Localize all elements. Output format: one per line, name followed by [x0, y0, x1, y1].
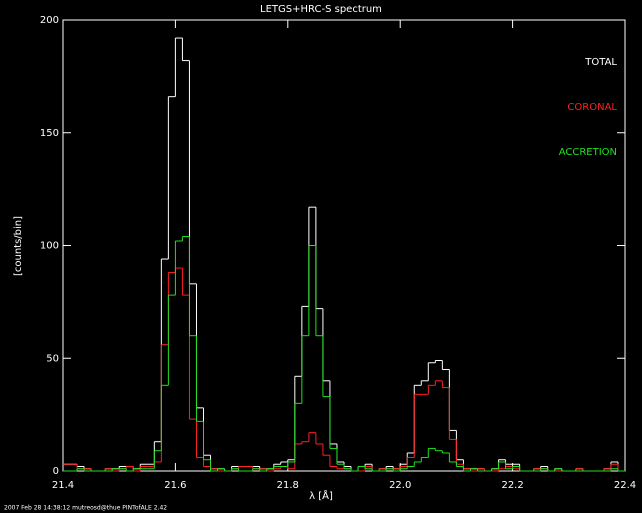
x-tick-label: 21.4 — [52, 480, 74, 491]
x-tick-label: 21.8 — [277, 480, 299, 491]
x-tick-label: 22.4 — [614, 480, 636, 491]
y-axis-label: [counts/bin] — [13, 216, 24, 276]
y-tick-label: 0 — [53, 466, 59, 477]
y-tick-label: 150 — [40, 128, 59, 139]
y-tick-label: 50 — [46, 353, 59, 364]
chart-title: LETGS+HRC-S spectrum — [260, 4, 382, 15]
legend-label: ACCRETION — [559, 147, 617, 158]
y-tick-label: 200 — [40, 15, 59, 26]
footer: 2007 Feb 28 14:38:12 mutreosd@thue PINTo… — [4, 505, 167, 512]
x-axis-label: λ [Å] — [309, 489, 333, 502]
y-tick-label: 100 — [40, 241, 59, 252]
x-tick-label: 22.2 — [501, 480, 523, 491]
legend-label: TOTAL — [584, 57, 617, 68]
legend-label: CORONAL — [567, 102, 617, 113]
x-tick-label: 22.0 — [389, 480, 411, 491]
x-tick-label: 21.6 — [164, 480, 186, 491]
